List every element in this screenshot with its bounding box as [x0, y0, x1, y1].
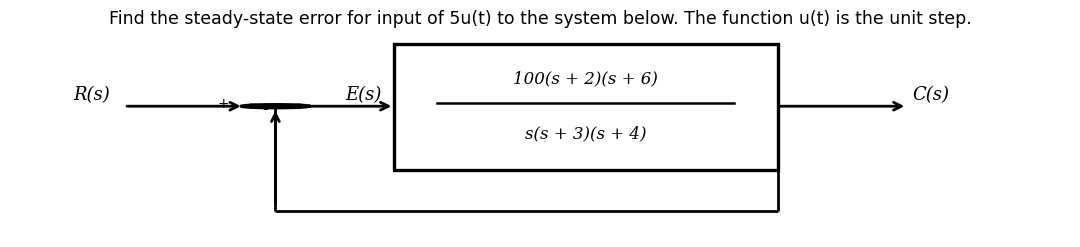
Text: Find the steady-state error for input of 5u(t) to the system below. The function: Find the steady-state error for input of…: [109, 10, 971, 28]
Text: -: -: [262, 102, 268, 116]
Text: +: +: [218, 97, 229, 111]
Text: E(s): E(s): [346, 86, 382, 104]
Text: R(s): R(s): [73, 86, 110, 104]
Text: C(s): C(s): [913, 86, 949, 104]
Text: s(s + 3)(s + 4): s(s + 3)(s + 4): [525, 125, 647, 142]
Text: 100(s + 2)(s + 6): 100(s + 2)(s + 6): [513, 71, 659, 87]
Bar: [394, 44, 778, 170]
